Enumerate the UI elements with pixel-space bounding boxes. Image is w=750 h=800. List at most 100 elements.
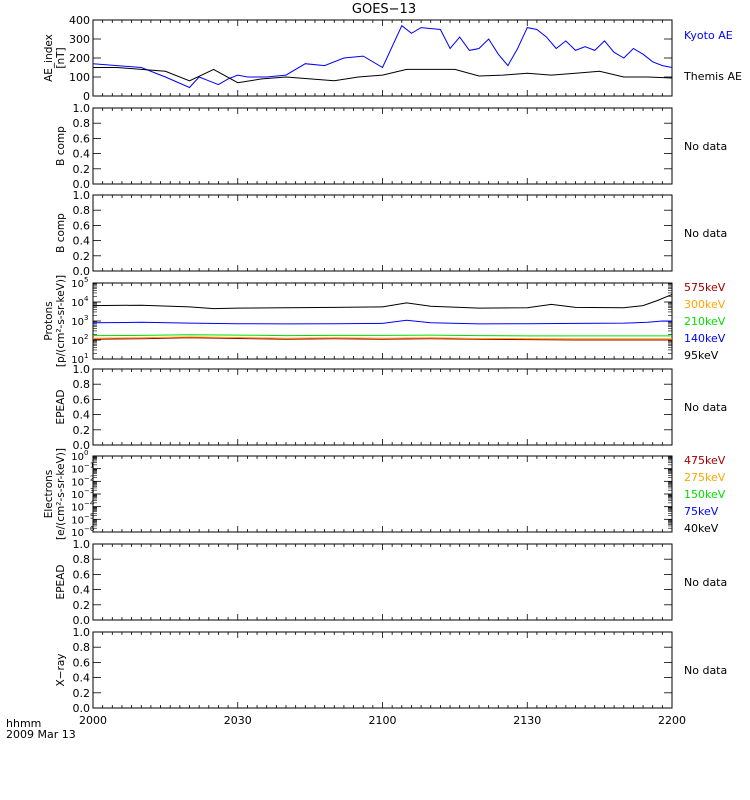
panel-3: 0.0 0.2 0.4 0.6 0.8 1.0 B comp No data (55, 189, 727, 278)
y-tick-label: 10 (71, 317, 84, 328)
time-axis-label: hhmm (6, 717, 41, 730)
panel-2: 0.0 0.2 0.4 0.6 0.8 1.0 B comp No data (55, 102, 727, 191)
y-tick-label: 0 (83, 90, 90, 103)
legend-entry: 40keV (684, 522, 719, 535)
y-tick-exponent: −5 (84, 512, 94, 520)
y-tick-label: 10 (71, 503, 84, 514)
y-tick-label: 10 (71, 528, 84, 539)
y-tick-exponent: 4 (84, 295, 89, 303)
y-axis-title: [nT] (55, 47, 67, 68)
legend-entry: 575keV (684, 281, 726, 294)
y-tick-label: 10 (71, 477, 84, 488)
y-axis-title: [e/(cm²-s-sr-keV)] (55, 448, 67, 540)
x-tick-label: 2100 (369, 714, 397, 727)
y-tick-exponent: −3 (84, 487, 94, 495)
y-tick-label: 0.0 (73, 614, 91, 627)
x-tick-label: 2200 (658, 714, 686, 727)
y-tick-label: 0.2 (73, 163, 91, 176)
panel-frame (92, 194, 673, 272)
y-tick-label: 0.4 (73, 672, 91, 685)
y-tick-label: 0.8 (73, 204, 91, 217)
no-data-label: No data (684, 664, 727, 677)
y-tick-exponent: −6 (84, 525, 95, 533)
y-tick-exponent: 2 (84, 333, 88, 341)
y-tick-label: 300 (69, 33, 90, 46)
y-axis-title: [p/(cm²-s-sr-keV)] (55, 275, 67, 367)
panel-frame (92, 368, 673, 446)
y-tick-label: 10 (71, 355, 84, 366)
y-tick-label: 100 (69, 71, 90, 84)
y-axis-title: B comp (55, 213, 67, 253)
panel-frame (92, 631, 673, 709)
y-tick-label: 0.6 (73, 568, 91, 581)
y-tick-label: 0.2 (73, 599, 91, 612)
y-axis-title: AE_index (43, 34, 55, 82)
legend-entry: 475keV (684, 454, 726, 467)
no-data-label: No data (684, 140, 727, 153)
y-tick-label: 0.6 (73, 132, 91, 145)
y-tick-label: 0.0 (73, 265, 91, 278)
y-tick-label: 400 (69, 14, 90, 27)
y-tick-label: 0.4 (73, 148, 91, 161)
panel-frame (92, 543, 673, 621)
y-tick-label: 1.0 (73, 363, 91, 376)
y-tick-label: 1.0 (73, 626, 91, 639)
panel-frame (92, 455, 673, 533)
y-tick-label: 0.6 (73, 393, 91, 406)
legend-entry: 95keV (684, 349, 719, 362)
y-tick-label: 0.4 (73, 235, 91, 248)
y-tick-label: 0.0 (73, 178, 91, 191)
y-tick-label: 0.2 (73, 424, 91, 437)
series-line (92, 319, 673, 325)
y-tick-label: 0.2 (73, 250, 91, 263)
panel-frame (92, 282, 673, 360)
legend-entry: Kyoto AE (684, 29, 733, 42)
y-tick-label: 10 (71, 279, 84, 290)
legend-entry: 140keV (684, 332, 726, 345)
plot-title: GOES−13 (352, 2, 416, 17)
y-tick-label: 10 (71, 490, 84, 501)
y-tick-label: 0.4 (73, 409, 91, 422)
y-tick-label: 1.0 (73, 538, 91, 551)
panel-5: 0.0 0.2 0.4 0.6 0.8 1.0 EPEAD No data (55, 363, 727, 452)
series-line (92, 293, 673, 310)
y-axis-title: EPEAD (55, 565, 67, 600)
panel-7: 0.0 0.2 0.4 0.6 0.8 1.0 EPEAD No data (55, 538, 727, 627)
y-tick-label: 0.4 (73, 584, 91, 597)
y-tick-label: 10 (71, 515, 84, 526)
no-data-label: No data (684, 227, 727, 240)
y-tick-label: 0.8 (73, 117, 91, 130)
y-tick-label: 0.6 (73, 656, 91, 669)
y-tick-exponent: −1 (84, 462, 94, 470)
panel-8: 0.0 0.2 0.4 0.6 0.8 1.0 X−ray No data (55, 626, 727, 715)
legend-entry: 300keV (684, 298, 726, 311)
y-tick-label: 0.8 (73, 378, 91, 391)
no-data-label: No data (684, 576, 727, 589)
legend-entry: 75keV (684, 505, 719, 518)
y-tick-label: 0.8 (73, 553, 91, 566)
y-axis-title: B comp (55, 126, 67, 166)
y-tick-exponent: 0 (84, 449, 88, 457)
y-axis-title: EPEAD (55, 390, 67, 425)
y-axis-title: X−ray (55, 654, 67, 687)
series-line (92, 336, 672, 340)
y-tick-label: 200 (69, 52, 90, 65)
series-line (92, 24, 673, 89)
no-data-label: No data (684, 401, 727, 414)
x-tick-label: 2130 (513, 714, 541, 727)
legend-entry: 150keV (684, 488, 726, 501)
panel-1: 0 100 200 300 400 AE_index [nT] Kyoto AE Themis … (43, 14, 742, 103)
y-tick-label: 10 (71, 452, 84, 463)
y-tick-label: 0.8 (73, 641, 91, 654)
y-axis-title: Electrons (43, 470, 55, 519)
panel-frame (92, 19, 673, 97)
y-tick-exponent: −2 (84, 474, 94, 482)
y-tick-exponent: 5 (84, 276, 88, 284)
y-tick-exponent: −4 (84, 500, 95, 508)
y-tick-label: 0.0 (73, 439, 91, 452)
series-line (92, 337, 672, 341)
